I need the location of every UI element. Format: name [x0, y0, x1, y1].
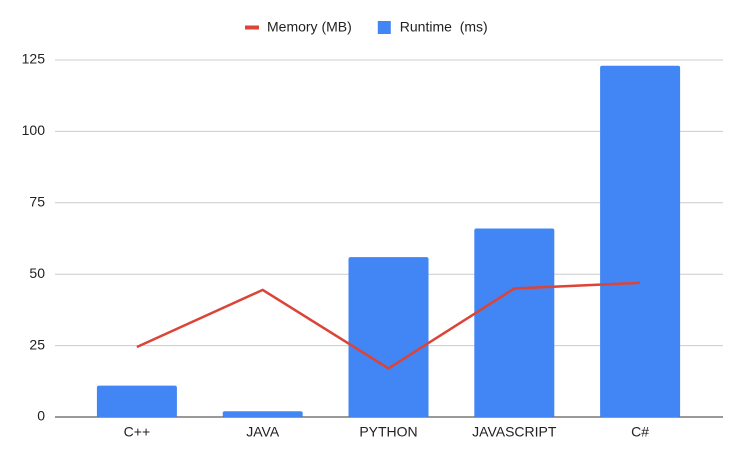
bar	[222, 411, 303, 417]
bar	[600, 65, 681, 417]
bar	[96, 385, 177, 417]
legend-swatch	[377, 21, 391, 34]
y-tick-label: 50	[29, 265, 45, 281]
bar	[474, 228, 555, 417]
x-tick-label: JAVA	[246, 424, 280, 440]
legend-label: Memory (MB)	[267, 19, 352, 35]
y-tick-label: 125	[22, 51, 46, 67]
line	[136, 281, 641, 370]
legend-swatch	[245, 25, 259, 30]
bar	[348, 257, 429, 417]
y-tick-label: 75	[29, 194, 45, 210]
y-tick-label: 25	[29, 336, 45, 352]
legend-label: Runtime (ms)	[400, 19, 488, 35]
x-tick-label: JAVASCRIPT	[472, 424, 557, 440]
y-tick-label: 100	[22, 122, 46, 138]
x-tick-label: PYTHON	[359, 424, 417, 440]
x-tick-label: C#	[631, 424, 649, 440]
x-tick-label: C++	[124, 424, 150, 440]
y-tick-label: 0	[37, 408, 45, 424]
